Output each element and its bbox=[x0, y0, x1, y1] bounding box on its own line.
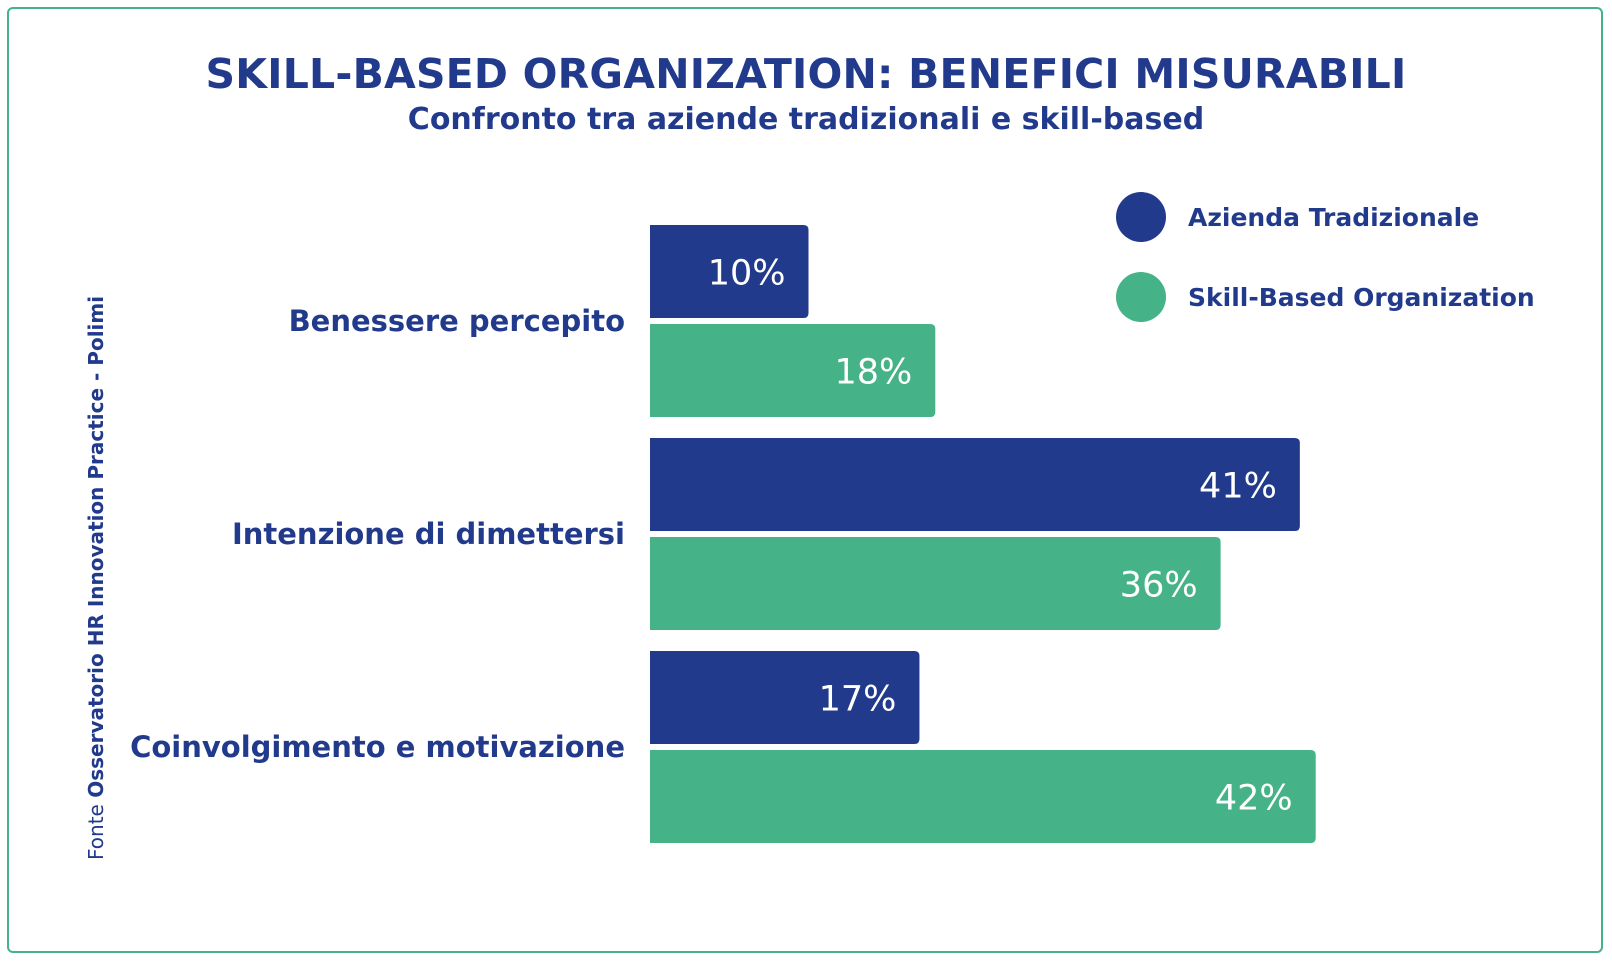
category-label-benessere-percepito: Benessere percepito bbox=[289, 304, 625, 338]
bar-azienda-tradizionale-coinvolgimento-e-motivazione bbox=[650, 651, 920, 744]
bar-azienda-tradizionale-benessere-percepito bbox=[650, 225, 809, 318]
data-label-azienda-tradizionale-intenzione-di-dimettersi: 41% bbox=[1199, 467, 1277, 507]
data-label-skill-based-organization-coinvolgimento-e-motivazione: 42% bbox=[1215, 779, 1293, 819]
bar-azienda-tradizionale-intenzione-di-dimettersi bbox=[650, 438, 1300, 531]
legend-label-traditional: Azienda Tradizionale bbox=[1188, 202, 1480, 232]
category-label-coinvolgimento-e-motivazione: Coinvolgimento e motivazione bbox=[130, 730, 625, 764]
legend-label-skill-based: Skill-Based Organization bbox=[1188, 282, 1535, 312]
chart-subtitle: Confronto tra aziende tradizionali e ski… bbox=[407, 102, 1205, 137]
bar-skill-based-organization-intenzione-di-dimettersi bbox=[650, 537, 1221, 630]
data-label-skill-based-organization-benessere-percepito: 18% bbox=[835, 353, 913, 393]
legend-item-skill-based: Skill-Based Organization bbox=[1116, 272, 1535, 322]
data-label-azienda-tradizionale-coinvolgimento-e-motivazione: 17% bbox=[819, 680, 897, 720]
data-label-azienda-tradizionale-benessere-percepito: 10% bbox=[708, 254, 786, 294]
data-label-skill-based-organization-intenzione-di-dimettersi: 36% bbox=[1120, 566, 1198, 606]
legend-swatch-traditional bbox=[1116, 192, 1166, 242]
bar-skill-based-organization-benessere-percepito bbox=[650, 324, 936, 417]
chart-title: SKILL-BASED ORGANIZATION: BENEFICI MISUR… bbox=[205, 50, 1407, 98]
legend-swatch-skill-based bbox=[1116, 272, 1166, 322]
legend-item-traditional: Azienda Tradizionale bbox=[1116, 192, 1479, 242]
category-label-intenzione-di-dimettersi: Intenzione di dimettersi bbox=[232, 517, 625, 551]
bar-skill-based-organization-coinvolgimento-e-motivazione bbox=[650, 750, 1316, 843]
